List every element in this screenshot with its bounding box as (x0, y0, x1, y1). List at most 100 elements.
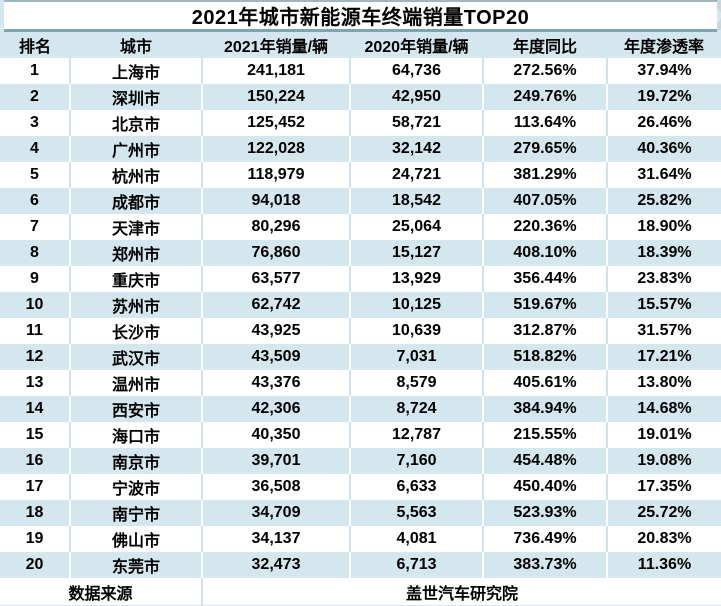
cell-rank: 15 (0, 422, 71, 448)
cell-sales-2020: 10,639 (350, 318, 484, 344)
cell-penetration: 15.57% (637, 296, 692, 313)
cell-yoy: 736.49% (483, 526, 608, 552)
table-row: 19 佛山市 34,137 4,081 736.49% 20.83% (0, 526, 721, 552)
cell-yoy: 113.64% (483, 110, 608, 136)
cell-sales-2021: 39,701 (202, 448, 351, 474)
cell-penetration: 25.72% (637, 504, 692, 521)
cell-city: 海口市 (70, 422, 203, 448)
cell-yoy: 519.67% (483, 292, 608, 318)
cell-rank: 2 (0, 84, 71, 110)
cell-penetration: 19.01% (637, 426, 692, 443)
cell-rank: 10 (0, 292, 71, 318)
cell-rank: 5 (0, 162, 71, 188)
table-row: 18 南宁市 34,709 5,563 523.93% 25.72% (0, 500, 721, 526)
cell-sales-2021: 122,028 (202, 136, 351, 162)
data-source-value: 盖世汽车研究院 (405, 585, 518, 603)
cell-sales-2020: 12,787 (350, 422, 484, 448)
cell-city: 深圳市 (70, 84, 203, 110)
cell-sales-2020: 18,542 (350, 188, 484, 214)
table-row: 11 长沙市 43,925 10,639 312.87% 31.57% (0, 318, 721, 344)
cell-sales-2021: 32,473 (202, 552, 351, 578)
cell-penetration: 25.82% (637, 192, 692, 209)
cell-yoy: 405.61% (483, 370, 608, 396)
cell-sales-2021: 43,509 (202, 344, 351, 370)
sales-table: 排名 城市 2021年销量/辆 2020年销量/辆 年度同比 年度渗透率 1 上… (0, 32, 721, 605)
cell-rank: 17 (0, 474, 71, 500)
cell-rank: 11 (0, 318, 71, 344)
cell-sales-2021: 150,224 (202, 84, 351, 110)
table-header: 排名 城市 2021年销量/辆 2020年销量/辆 年度同比 年度渗透率 (0, 32, 721, 58)
cell-sales-2020: 32,142 (350, 136, 484, 162)
cell-sales-2021: 80,296 (202, 214, 351, 240)
cell-rank: 3 (0, 110, 71, 136)
cell-sales-2020: 64,736 (350, 58, 484, 84)
cell-sales-2021: 241,181 (202, 58, 351, 84)
cell-yoy: 249.76% (483, 84, 608, 110)
table-row: 17 宁波市 36,508 6,633 450.40% 17.35% (0, 474, 721, 500)
cell-city: 武汉市 (70, 344, 203, 370)
cell-penetration: 19.72% (637, 88, 692, 105)
table-row: 15 海口市 40,350 12,787 215.55% 19.01% (0, 422, 721, 448)
cell-sales-2021: 63,577 (202, 266, 351, 292)
table-row: 6 成都市 94,018 18,542 407.05% 25.82% (0, 188, 721, 214)
table-row: 3 北京市 125,452 58,721 113.64% 26.46% (0, 110, 721, 136)
cell-city: 重庆市 (70, 266, 203, 292)
cell-yoy: 518.82% (483, 344, 608, 370)
data-source-label: 数据来源 (0, 578, 203, 605)
table-row: 5 杭州市 118,979 24,721 381.29% 31.64% (0, 162, 721, 188)
cell-penetration: 19.08% (637, 452, 692, 469)
cell-penetration: 31.57% (637, 322, 692, 339)
cell-city: 南京市 (70, 448, 203, 474)
cell-sales-2021: 43,925 (202, 318, 351, 344)
cell-yoy: 312.87% (483, 318, 608, 344)
cell-city: 杭州市 (70, 162, 203, 188)
footer-row: 数据来源 盖世汽车研究院 (0, 578, 721, 605)
table-row: 14 西安市 42,306 8,724 384.94% 14.68% (0, 396, 721, 422)
table-row: 13 温州市 43,376 8,579 405.61% 13.80% (0, 370, 721, 396)
cell-yoy: 408.10% (483, 240, 608, 266)
cell-rank: 12 (0, 344, 71, 370)
cell-sales-2021: 125,452 (202, 110, 351, 136)
cell-sales-2021: 118,979 (202, 162, 351, 188)
cell-sales-2020: 25,064 (350, 214, 484, 240)
cell-sales-2020: 8,579 (350, 370, 484, 396)
cell-yoy: 383.73% (483, 552, 608, 578)
cell-city: 上海市 (70, 58, 203, 84)
cell-penetration: 20.83% (637, 530, 692, 547)
cell-yoy: 279.65% (483, 136, 608, 162)
cell-sales-2020: 4,081 (350, 526, 484, 552)
cell-city: 苏州市 (70, 292, 203, 318)
table-row: 4 广州市 122,028 32,142 279.65% 40.36% (0, 136, 721, 162)
cell-penetration: 37.94% (637, 62, 692, 79)
cell-sales-2021: 34,709 (202, 500, 351, 526)
cell-sales-2021: 76,860 (202, 240, 351, 266)
title-bar: 2021年城市新能源车终端销量TOP20 (4, 0, 717, 32)
cell-sales-2020: 7,031 (350, 344, 484, 370)
cell-penetration: 11.36% (637, 556, 692, 573)
cell-rank: 13 (0, 370, 71, 396)
cell-city: 郑州市 (70, 240, 203, 266)
cell-city: 天津市 (70, 214, 203, 240)
cell-rank: 6 (0, 188, 71, 214)
cell-sales-2021: 42,306 (202, 396, 351, 422)
cell-penetration: 17.35% (637, 478, 692, 495)
cell-city: 宁波市 (70, 474, 203, 500)
cell-rank: 18 (0, 500, 71, 526)
cell-city: 成都市 (70, 188, 203, 214)
header-sales-2020: 2020年销量/辆 (364, 39, 469, 56)
cell-penetration: 18.39% (637, 244, 692, 261)
cell-sales-2020: 7,160 (350, 448, 484, 474)
cell-sales-2020: 15,127 (350, 240, 484, 266)
table-row: 10 苏州市 62,742 10,125 519.67% 15.57% (0, 292, 721, 318)
table-row: 2 深圳市 150,224 42,950 249.76% 19.72% (0, 84, 721, 110)
cell-penetration: 13.80% (637, 374, 692, 391)
cell-city: 温州市 (70, 370, 203, 396)
cell-sales-2020: 8,724 (350, 396, 484, 422)
cell-yoy: 450.40% (483, 474, 608, 500)
cell-sales-2020: 58,721 (350, 110, 484, 136)
cell-sales-2021: 62,742 (202, 292, 351, 318)
header-rank: 排名 (18, 39, 51, 56)
cell-penetration: 17.21% (637, 348, 692, 365)
cell-rank: 19 (0, 526, 71, 552)
